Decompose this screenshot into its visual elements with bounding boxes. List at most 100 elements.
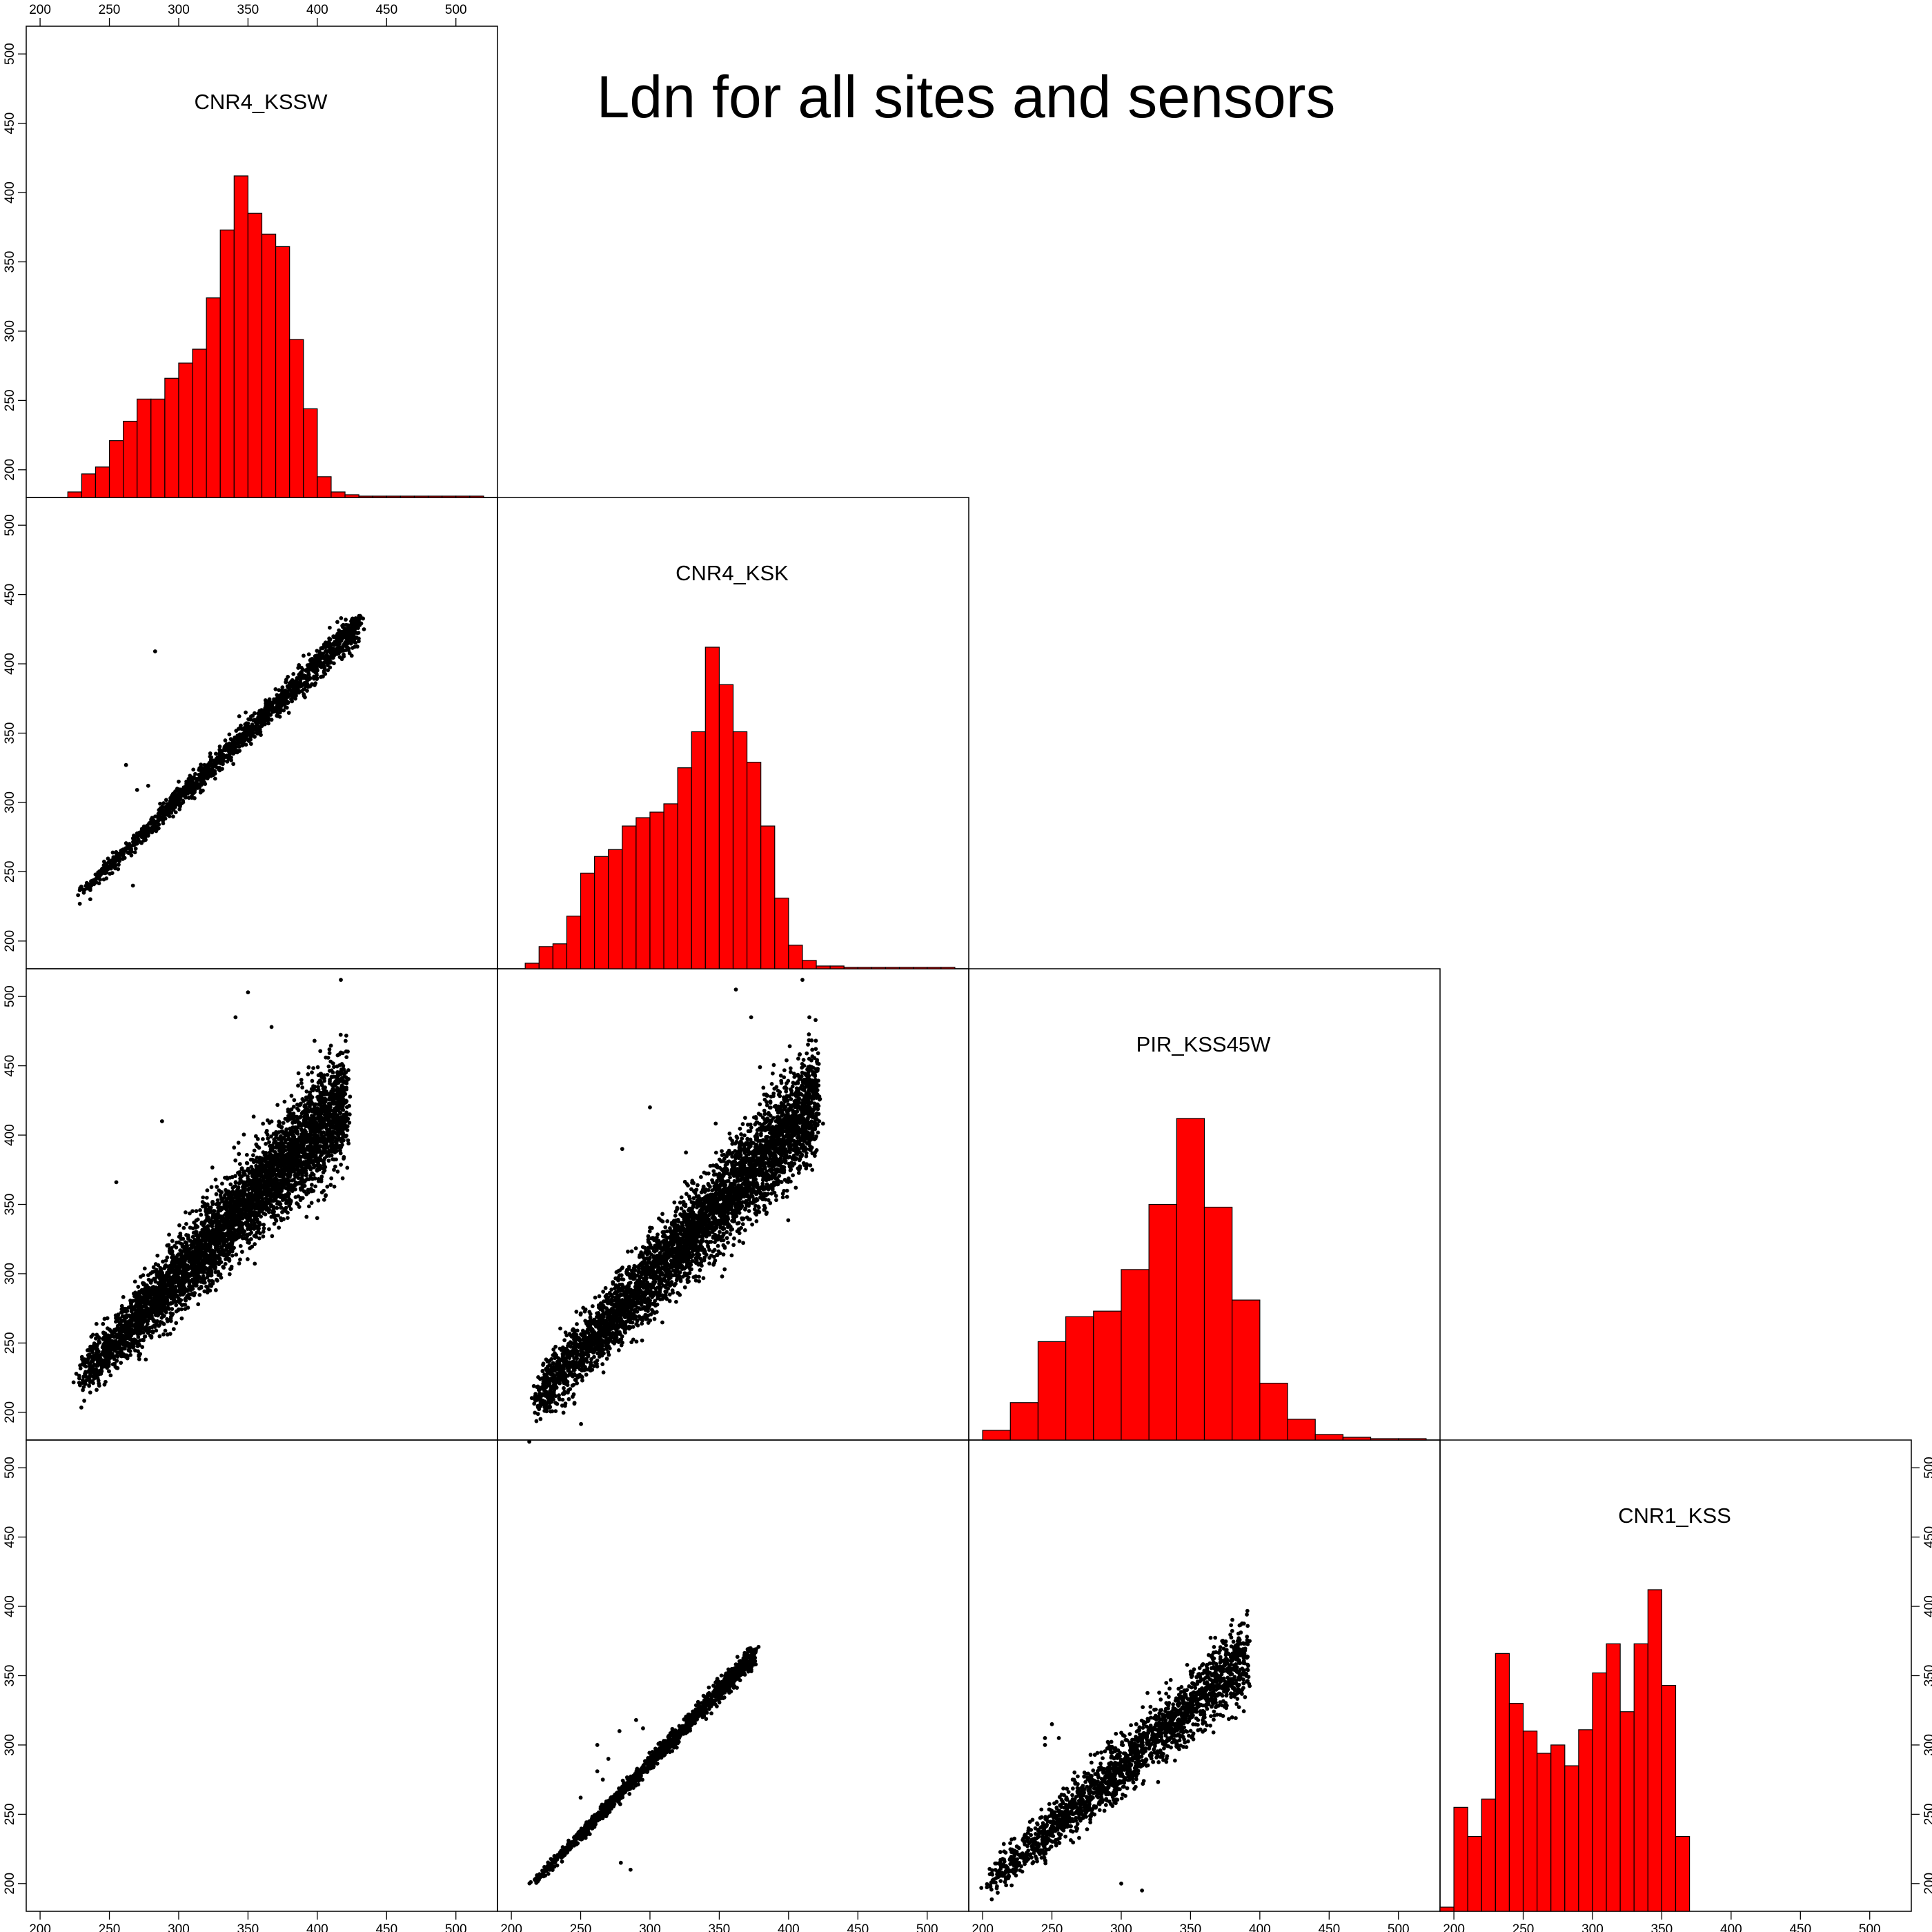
data-point bbox=[146, 1273, 150, 1278]
histogram-bar bbox=[344, 494, 359, 498]
data-point bbox=[351, 635, 355, 640]
data-point bbox=[97, 881, 101, 886]
data-point bbox=[311, 1172, 316, 1177]
data-point bbox=[227, 756, 231, 761]
data-point bbox=[191, 767, 196, 772]
data-point bbox=[78, 1383, 82, 1388]
data-point bbox=[328, 660, 333, 665]
data-point bbox=[342, 632, 347, 637]
histogram-bar bbox=[1148, 1203, 1177, 1441]
data-point bbox=[264, 1128, 269, 1133]
data-point bbox=[116, 867, 121, 871]
data-point bbox=[162, 1266, 166, 1270]
data-point bbox=[119, 851, 124, 856]
data-point bbox=[253, 1261, 257, 1266]
data-point bbox=[230, 1253, 235, 1258]
data-point bbox=[323, 649, 328, 653]
histogram-bar bbox=[1550, 1744, 1566, 1912]
data-point bbox=[266, 721, 270, 726]
data-point bbox=[170, 1239, 175, 1243]
data-point bbox=[292, 696, 297, 700]
histogram-bar bbox=[635, 817, 651, 969]
data-point bbox=[348, 641, 353, 646]
data-point bbox=[248, 737, 253, 742]
data-point bbox=[347, 651, 352, 656]
data-point bbox=[334, 642, 339, 647]
data-point bbox=[179, 1241, 184, 1246]
histogram-bar bbox=[1121, 1269, 1150, 1441]
data-point bbox=[346, 627, 351, 631]
data-point bbox=[270, 702, 275, 707]
data-point bbox=[325, 1184, 330, 1189]
data-point bbox=[224, 1231, 229, 1236]
histogram-bar bbox=[1508, 1703, 1524, 1912]
data-point bbox=[291, 1105, 296, 1109]
data-point bbox=[244, 710, 248, 715]
data-point bbox=[246, 730, 250, 735]
data-point bbox=[277, 688, 282, 693]
data-point bbox=[257, 1145, 262, 1150]
data-point bbox=[223, 738, 228, 742]
data-point bbox=[283, 1116, 288, 1121]
histogram-bar bbox=[524, 963, 540, 969]
histogram-bar bbox=[857, 967, 872, 969]
data-point bbox=[82, 1399, 86, 1403]
histogram-bar bbox=[1176, 1118, 1205, 1441]
data-point bbox=[290, 678, 295, 682]
data-point bbox=[199, 774, 204, 779]
data-point bbox=[317, 664, 322, 669]
data-point bbox=[328, 1043, 333, 1048]
data-point bbox=[119, 1303, 124, 1308]
data-point bbox=[208, 757, 213, 762]
data-point bbox=[119, 1361, 124, 1365]
data-point bbox=[261, 1230, 266, 1234]
data-point bbox=[289, 697, 294, 702]
data-point bbox=[280, 685, 285, 690]
data-point bbox=[158, 801, 162, 806]
data-point bbox=[222, 748, 227, 753]
histogram-bar bbox=[164, 377, 179, 498]
panel-frame bbox=[968, 1439, 1441, 1912]
data-point bbox=[286, 675, 290, 679]
data-point bbox=[157, 808, 161, 812]
data-point bbox=[102, 1317, 107, 1321]
data-point bbox=[331, 634, 336, 639]
data-point bbox=[284, 1205, 288, 1210]
data-point bbox=[240, 738, 244, 742]
data-point bbox=[318, 1049, 323, 1054]
data-point bbox=[198, 767, 203, 772]
data-point bbox=[327, 625, 332, 630]
histogram-bar bbox=[275, 246, 290, 498]
data-point bbox=[177, 779, 181, 784]
data-point bbox=[144, 1357, 148, 1362]
data-point bbox=[174, 1303, 179, 1308]
data-point bbox=[343, 640, 348, 645]
data-point bbox=[135, 787, 139, 792]
data-point bbox=[299, 1077, 304, 1082]
data-point bbox=[261, 1121, 266, 1126]
histogram-bar bbox=[1481, 1798, 1496, 1912]
data-point bbox=[304, 669, 308, 673]
data-point bbox=[135, 1339, 139, 1344]
data-point bbox=[362, 627, 366, 631]
data-point bbox=[93, 1336, 98, 1341]
data-point bbox=[253, 1159, 257, 1163]
data-point bbox=[357, 639, 361, 644]
data-point bbox=[150, 816, 155, 820]
variable-label: CNR4_KSSW bbox=[195, 90, 328, 114]
data-point bbox=[340, 1176, 345, 1181]
data-point bbox=[78, 1366, 83, 1371]
data-point bbox=[188, 1211, 192, 1216]
data-point bbox=[169, 811, 174, 815]
histogram-bar bbox=[455, 495, 471, 498]
data-point bbox=[168, 1332, 172, 1336]
histogram-bar bbox=[317, 476, 332, 498]
histogram-bar bbox=[247, 213, 263, 498]
data-point bbox=[241, 1132, 246, 1137]
data-point bbox=[122, 849, 127, 854]
data-point bbox=[355, 644, 359, 649]
data-point bbox=[213, 751, 218, 756]
data-point bbox=[121, 856, 125, 861]
